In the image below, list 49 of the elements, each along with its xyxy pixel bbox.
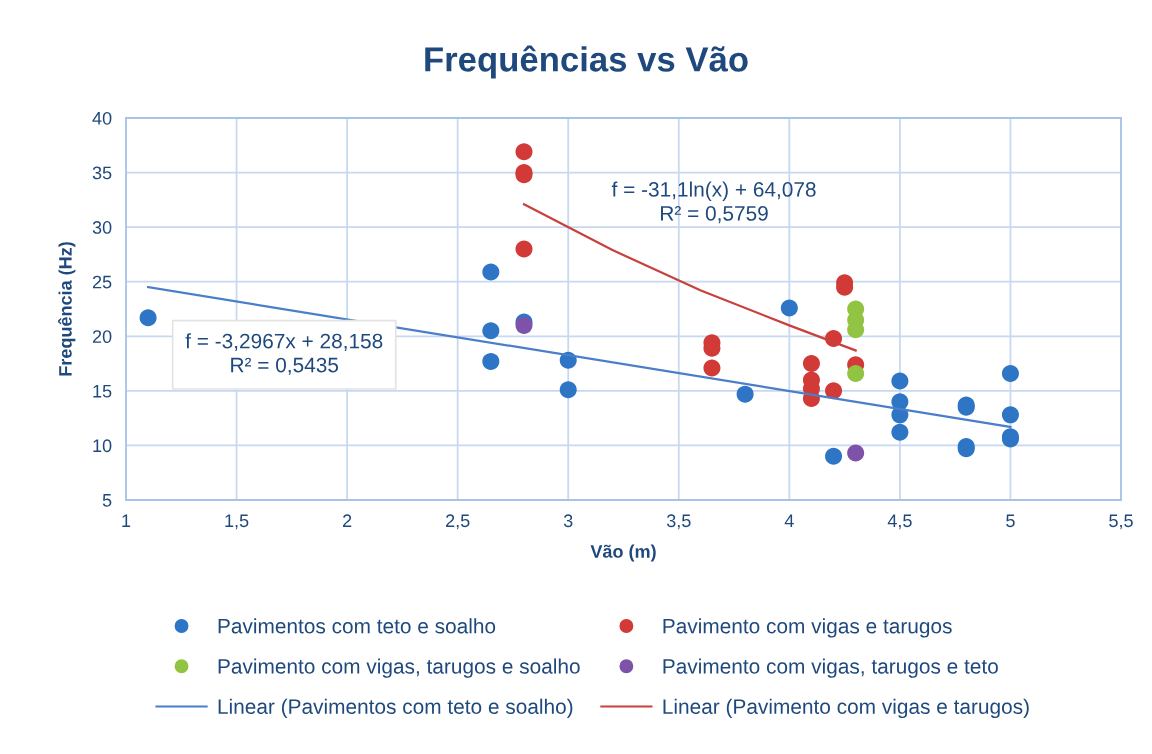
point [139,309,157,327]
y-tick-label: 20 [92,330,112,344]
point [515,143,533,161]
legend-label: Pavimentos com teto e soalho [218,618,496,634]
point [780,299,798,317]
point [482,263,500,281]
annotation: f = -3,2967x + 28,158 R² = 0,5435 [185,333,383,375]
y-tick-label: 5 [102,494,112,507]
point [847,444,865,462]
point [825,447,843,465]
line-series [522,203,857,352]
point [515,240,533,258]
chart-title: Frequências vs Vão [425,45,748,79]
legend-label: Pavimento com vigas, tarugos e teto [663,658,998,678]
x-tick-label: 3,5 [666,514,691,530]
x-tick-label: 4 [784,514,794,527]
point [703,359,721,377]
point [736,385,754,403]
x-tick-label: 5 [1006,514,1015,528]
x-tick-label: 1,5 [225,514,249,530]
point [482,322,500,340]
x-tick-label: 2,5 [446,514,470,530]
legend-label: Linear (Pavimentos com teto e soalho) [218,698,573,719]
annotation: f = -31,1ln(x) + 64,078 R² = 0,5759 [611,181,816,224]
point [847,364,865,382]
y-tick-label: 30 [92,221,112,234]
x-tick-label: 1 [122,514,131,527]
y-axis-title: Frequência (Hz) [58,242,76,376]
x-tick-label: 4,5 [887,514,912,530]
x-tick-label: 5,5 [1109,514,1133,530]
point [1001,406,1019,424]
x-tick-label: 3 [563,514,573,528]
point [825,382,843,400]
y-tick-label: 40 [92,111,112,125]
point [559,381,577,399]
legend-label: Pavimento com vigas e tarugos [663,618,952,638]
point [891,372,909,390]
x-axis-title: Vão (m) [590,544,656,562]
point [1001,364,1019,382]
y-tick-label: 15 [93,384,112,398]
point [482,352,500,370]
legend-label: Linear (Pavimento com vigas e tarugos) [663,698,1029,719]
y-tick-label: 35 [92,166,112,180]
point [891,423,909,441]
x-tick-label: 2 [343,514,352,527]
point [802,355,820,373]
y-tick-label: 25 [92,275,112,289]
y-tick-label: 10 [93,439,112,453]
legend-label: Pavimento com vigas, tarugos e soalho [218,658,580,678]
